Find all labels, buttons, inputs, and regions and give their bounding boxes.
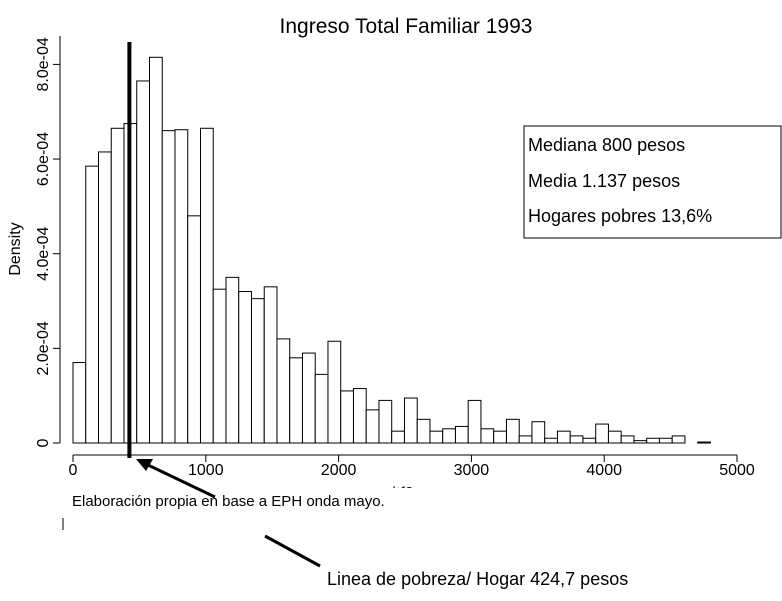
legend-text: Media 1.137 pesos (528, 171, 680, 191)
bar (314, 373, 329, 444)
arrow (147, 463, 216, 499)
bar (225, 276, 240, 444)
poverty-label: Linea de pobreza/ Hogar 424,7 pesos (327, 569, 628, 589)
bar (250, 298, 265, 444)
x-tick-label: 4000 (586, 462, 622, 479)
legend-text: Hogares pobres 13,6% (528, 206, 712, 226)
bar (238, 291, 252, 444)
bar (352, 388, 367, 444)
bar (607, 430, 622, 444)
bar (416, 418, 431, 444)
bar (72, 362, 87, 444)
bar (174, 129, 189, 444)
arrow (264, 534, 321, 568)
bar (365, 409, 380, 444)
legend-box (523, 125, 782, 239)
bar (85, 165, 99, 444)
bar (161, 130, 176, 444)
bar (556, 430, 571, 444)
bar (646, 437, 660, 444)
x-tick-label: 3000 (454, 462, 490, 479)
bar (493, 430, 507, 444)
bar (544, 437, 558, 444)
bar (569, 435, 584, 444)
bar (505, 418, 520, 444)
bar (697, 441, 711, 444)
bar (620, 435, 635, 444)
bar (671, 435, 686, 444)
x-tick-label: 1000 (188, 462, 224, 479)
y-tick-label: 8.0e-04 (35, 37, 52, 91)
bar (110, 127, 125, 444)
bar (187, 215, 201, 444)
bar (212, 288, 227, 444)
x-tick-label: 2000 (321, 462, 357, 479)
bar (263, 286, 278, 444)
bar (480, 428, 495, 444)
bar (658, 437, 673, 444)
y-axis-label: Density (7, 222, 24, 275)
bar (148, 56, 163, 444)
x-tick-label: 0 (69, 462, 78, 479)
y-tick-label: 0 (35, 438, 52, 447)
x-tick-label: 5000 (719, 462, 755, 479)
bar (136, 80, 150, 444)
bar (97, 151, 112, 444)
bar (595, 423, 609, 444)
bar (276, 338, 291, 444)
chart-title: Ingreso Total Familiar 1993 (280, 15, 533, 38)
bar (378, 399, 393, 444)
bar (518, 435, 533, 444)
bar (633, 440, 648, 444)
bar (289, 357, 303, 444)
bar (454, 425, 469, 444)
y-tick-label: 4.0e-04 (35, 226, 52, 280)
bar (199, 127, 214, 444)
bar (340, 390, 354, 444)
legend-text: Mediana 800 pesos (528, 135, 685, 155)
note-bg (60, 488, 500, 516)
bar (531, 421, 546, 444)
bar (301, 352, 316, 444)
y-tick-label: 6.0e-04 (35, 132, 52, 186)
bar (467, 399, 482, 444)
note: Elaboración propia en base a EPH onda ma… (72, 493, 385, 510)
bar (429, 430, 444, 444)
bar (327, 340, 342, 444)
bar (582, 437, 597, 444)
bar (391, 430, 405, 444)
bar (442, 428, 456, 444)
y-tick-label: 2.0e-04 (35, 321, 52, 375)
arrow-head (136, 459, 153, 471)
bar (403, 397, 418, 444)
